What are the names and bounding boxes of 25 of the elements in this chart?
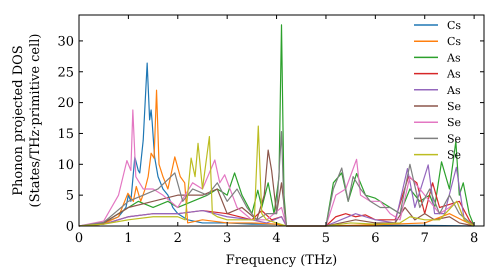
- legend-label: Se: [447, 116, 462, 130]
- x-tick-label: 6: [371, 231, 380, 246]
- x-tick-label: 2: [174, 231, 182, 246]
- x-tick-label: 4: [272, 231, 281, 246]
- y-tick-label: 15: [57, 126, 74, 142]
- x-axis-title: Frequency (THz): [226, 253, 338, 268]
- y-tick-label: 0: [66, 220, 74, 234]
- x-tick-label: 3: [223, 231, 232, 246]
- legend-label: Se: [447, 132, 462, 146]
- legend-label: As: [446, 51, 461, 64]
- y-axis-title: Phonon projected DOS (States/THz·primitive cell): [11, 33, 43, 208]
- y-tick-label: 10: [57, 158, 74, 173]
- legend-label: As: [446, 68, 461, 81]
- legend-label: Cs: [447, 19, 462, 32]
- x-tick-label: 8: [470, 231, 478, 246]
- y-tick-label: 20: [57, 96, 74, 112]
- legend-label: As: [446, 84, 461, 97]
- y-tick-label: 30: [57, 34, 74, 50]
- x-tick-label: 1: [124, 231, 133, 246]
- legend-label: Cs: [447, 35, 462, 48]
- legend-label: Se: [447, 100, 462, 113]
- x-tick-label: 7: [420, 231, 429, 246]
- y-tick-label: 5: [66, 188, 74, 204]
- x-tick-label: 5: [322, 231, 330, 246]
- y-tick-label: 25: [57, 65, 74, 80]
